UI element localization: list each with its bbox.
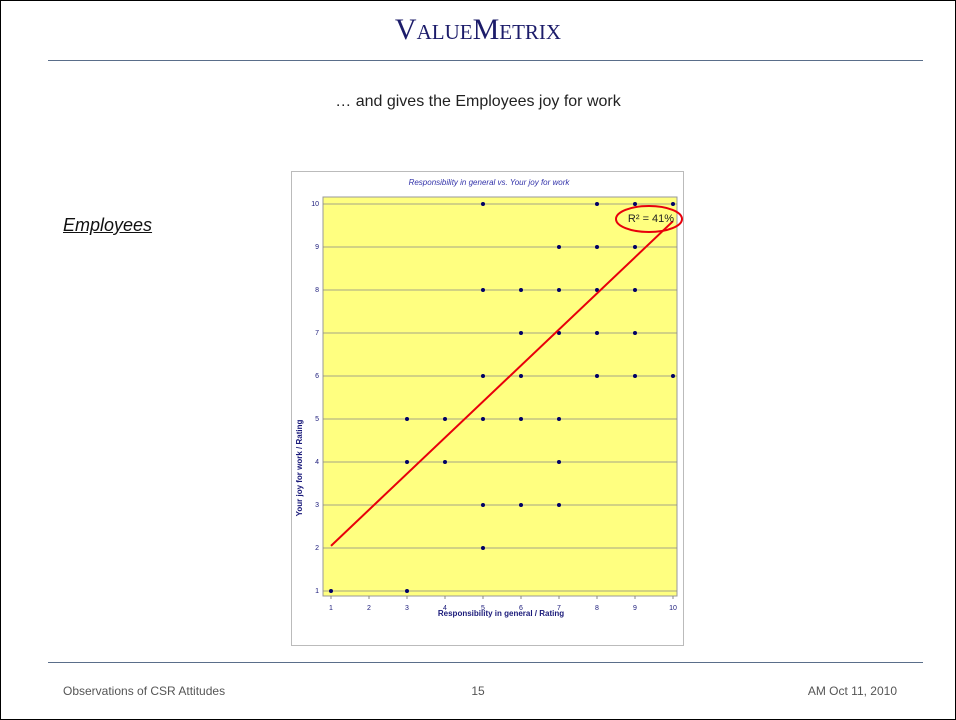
point (557, 288, 561, 292)
x-tick-label: 3 (405, 605, 409, 612)
annotation-circle (615, 205, 683, 233)
point (405, 460, 409, 464)
point (595, 374, 599, 378)
x-tick-label: 8 (595, 605, 599, 612)
point (595, 245, 599, 249)
point (519, 331, 523, 335)
point (557, 245, 561, 249)
point (557, 503, 561, 507)
point (519, 417, 523, 421)
point (519, 503, 523, 507)
point (595, 202, 599, 206)
header-rule (48, 60, 923, 61)
plot-area (322, 196, 678, 597)
y-tick-label: 4 (315, 459, 319, 466)
point (519, 288, 523, 292)
point (633, 331, 637, 335)
chart-title: Responsibility in general vs. Your joy f… (409, 178, 571, 187)
point (481, 374, 485, 378)
point (481, 417, 485, 421)
point (443, 417, 447, 421)
x-tick-label: 1 (329, 605, 333, 612)
point (595, 331, 599, 335)
point (329, 589, 333, 593)
point (481, 288, 485, 292)
footer-right: AM Oct 11, 2010 (807, 684, 897, 698)
y-tick-label: 6 (315, 373, 319, 380)
point (633, 374, 637, 378)
annotation: R² = 41% (628, 213, 674, 225)
y-axis-label: Your joy for work / Rating (295, 420, 304, 517)
point (633, 245, 637, 249)
point (519, 374, 523, 378)
y-tick-label: 8 (315, 287, 319, 294)
x-tick-label: 4 (443, 605, 447, 612)
y-tick-label: 5 (315, 416, 319, 423)
footer-center: 15 (471, 684, 485, 698)
point (557, 460, 561, 464)
point (443, 460, 447, 464)
point (481, 202, 485, 206)
side-label: Employees (63, 215, 153, 235)
footer-left: Observations of CSR Attitudes (63, 684, 226, 698)
point (481, 503, 485, 507)
point (557, 331, 561, 335)
x-tick-label: 9 (633, 605, 637, 612)
point (633, 202, 637, 206)
y-tick-label: 10 (311, 201, 319, 208)
point (671, 202, 675, 206)
footer-rule (48, 662, 923, 663)
y-tick-label: 1 (315, 588, 319, 595)
point (671, 374, 675, 378)
point (481, 546, 485, 550)
y-tick-label: 2 (315, 545, 319, 552)
x-tick-label: 6 (519, 605, 523, 612)
x-tick-label: 2 (367, 605, 371, 612)
point (595, 288, 599, 292)
trendline (330, 220, 674, 547)
y-tick-label: 3 (315, 502, 319, 509)
x-tick-label: 10 (669, 605, 677, 612)
chart: Responsibility in general vs. Your joy f… (291, 171, 684, 646)
y-tick-label: 9 (315, 244, 319, 251)
point (405, 417, 409, 421)
point (633, 288, 637, 292)
x-axis-label: Responsibility in general / Rating (438, 609, 564, 618)
x-tick-label: 5 (481, 605, 485, 612)
y-tick-label: 7 (315, 330, 319, 337)
x-tick-label: 7 (557, 605, 561, 612)
point (405, 589, 409, 593)
logo: ValueMetrix (394, 13, 562, 46)
slide-subtitle: … and gives the Employees joy for work (335, 93, 621, 110)
point (557, 417, 561, 421)
